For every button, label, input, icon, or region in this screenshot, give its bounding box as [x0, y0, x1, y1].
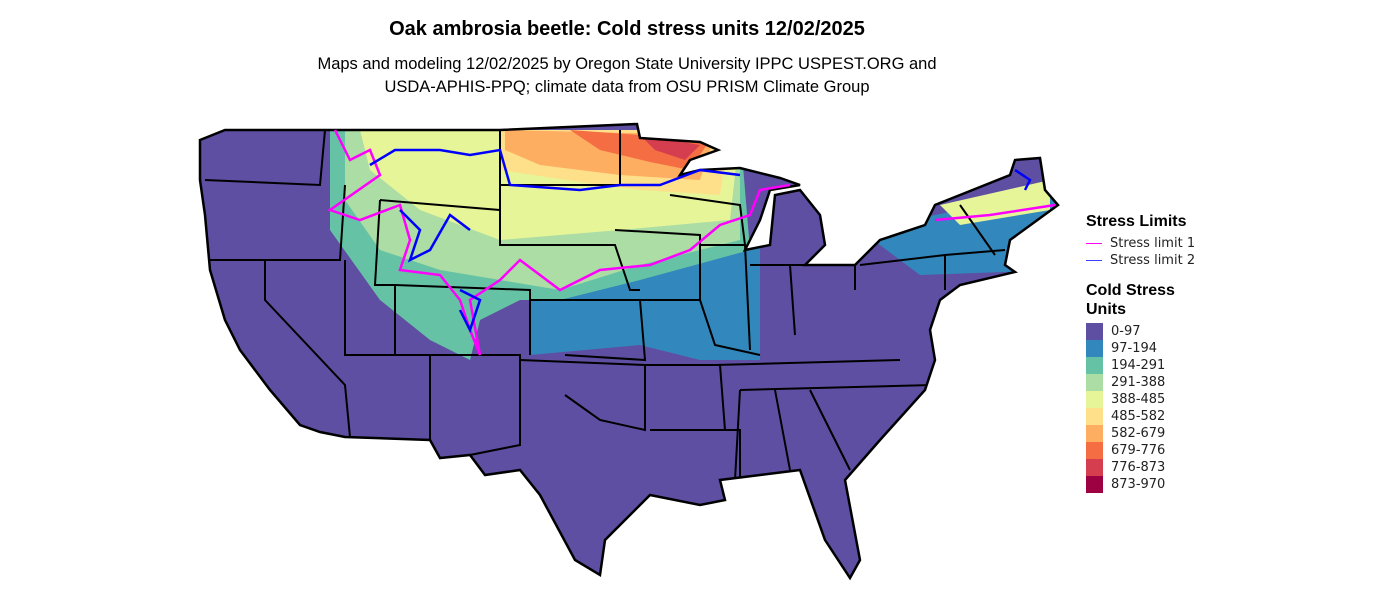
legend-unit-label: 582-679 — [1111, 426, 1166, 441]
legend-stress-limit-1: Stress limit 1 — [1086, 235, 1206, 252]
legend-unit-label: 679-776 — [1111, 443, 1166, 458]
stress-limit-1-key — [1086, 242, 1102, 245]
legend-unit-item: 194-291 — [1086, 357, 1206, 374]
legend-stress-limit-2: Stress limit 2 — [1086, 252, 1206, 269]
legend-unit-label: 873-970 — [1111, 477, 1166, 492]
legend-swatch — [1086, 442, 1103, 459]
legend-unit-label: 97-194 — [1111, 341, 1158, 356]
legend-unit-item: 97-194 — [1086, 340, 1206, 357]
zone-776-873 — [640, 135, 700, 160]
legend-unit-label: 291-388 — [1111, 375, 1166, 390]
legend-unit-item: 0-97 — [1086, 323, 1206, 340]
legend-unit-label: 485-582 — [1111, 409, 1166, 424]
stress-limit-1-label: Stress limit 1 — [1110, 236, 1196, 251]
stress-limits-title: Stress Limits — [1086, 213, 1187, 230]
legend-unit-label: 194-291 — [1111, 358, 1166, 373]
legend-unit-label: 776-873 — [1111, 460, 1166, 475]
cold-stress-units-title: Cold Stress Units — [1086, 282, 1175, 318]
legend-unit-item: 582-679 — [1086, 425, 1206, 442]
zone-388-485-northeast — [940, 180, 1050, 225]
legend-swatch — [1086, 357, 1103, 374]
legend-swatch — [1086, 374, 1103, 391]
legend-unit-item: 485-582 — [1086, 408, 1206, 425]
us-map — [198, 122, 1060, 580]
legend-swatch — [1086, 425, 1103, 442]
subtitle-line-1: Maps and modeling 12/02/2025 by Oregon S… — [317, 55, 937, 73]
legend-swatch — [1086, 459, 1103, 476]
map-title: Oak ambrosia beetle: Cold stress units 1… — [389, 18, 865, 40]
legend-unit-item: 873-970 — [1086, 476, 1206, 493]
legend-swatch — [1086, 323, 1103, 340]
stress-limit-2-key — [1086, 259, 1102, 262]
legend-unit-label: 0-97 — [1111, 324, 1141, 339]
legend-unit-item: 679-776 — [1086, 442, 1206, 459]
stress-limit-2-label: Stress limit 2 — [1110, 253, 1196, 268]
legend-unit-item: 291-388 — [1086, 374, 1206, 391]
legend-swatch — [1086, 340, 1103, 357]
subtitle-line-2: USDA-APHIS-PPQ; climate data from OSU PR… — [384, 78, 870, 96]
legend-swatch — [1086, 408, 1103, 425]
legend-unit-item: 776-873 — [1086, 459, 1206, 476]
state-borders — [204, 129, 1006, 481]
legend-unit-label: 388-485 — [1111, 392, 1166, 407]
stress-limit-1-line — [327, 129, 1056, 356]
stress-limit-2-line — [369, 148, 1032, 334]
legend: Stress Limits Stress limit 1 Stress limi… — [1086, 212, 1206, 493]
legend-swatch — [1086, 391, 1103, 408]
legend-unit-item: 388-485 — [1086, 391, 1206, 408]
legend-swatch — [1086, 476, 1103, 493]
